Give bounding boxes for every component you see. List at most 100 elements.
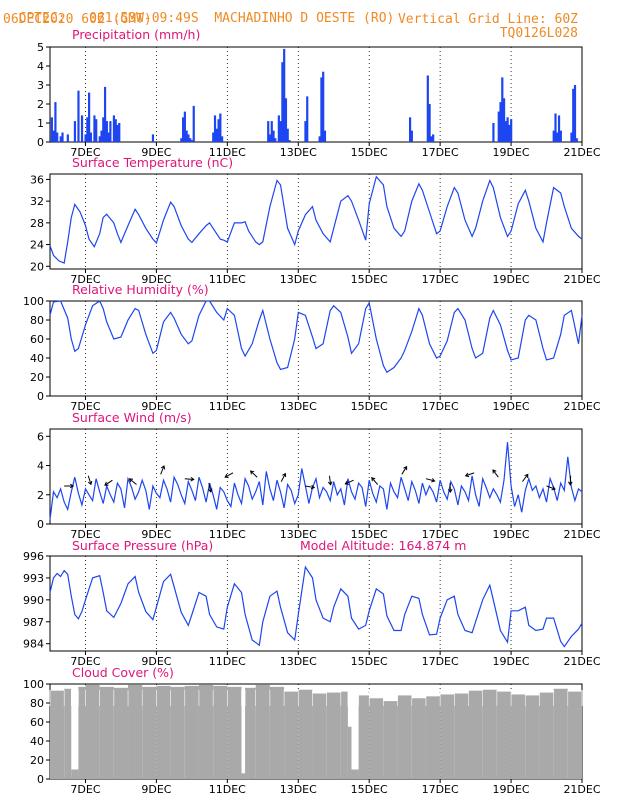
series-line — [49, 565, 583, 648]
cloud-bar — [347, 726, 352, 779]
x-tick-label: 11DEC — [209, 528, 246, 541]
cloud-bar — [85, 684, 100, 779]
wind-arrow — [250, 470, 258, 478]
precip-bar — [219, 113, 222, 142]
x-tick-label: 21DEC — [563, 273, 600, 286]
precip-bar — [286, 128, 289, 142]
wind-arrow-head — [403, 465, 408, 471]
cloud-bar — [511, 694, 526, 779]
precip-bar — [318, 136, 321, 142]
init-time: 06DEC2020 60Z (GMT) — [3, 12, 152, 27]
y-tick-label: 1 — [37, 117, 44, 130]
x-tick-label: 21DEC — [563, 655, 600, 668]
precip-bar — [112, 115, 116, 142]
precip-bar — [86, 117, 89, 142]
precip-bar — [56, 132, 59, 142]
wind-arrow-head — [207, 488, 213, 493]
x-tick-label: 17DEC — [422, 655, 459, 668]
y-tick-label: 984 — [23, 638, 44, 651]
precip-bar — [277, 115, 280, 142]
wind-arrow-head — [464, 472, 470, 478]
source-label: CPTEC: — [18, 11, 66, 26]
cloud-bar — [312, 693, 327, 779]
cloud-bar — [298, 689, 313, 779]
x-tick-label: 7DEC — [70, 655, 100, 668]
wind-arrow — [328, 475, 332, 485]
precip-bar — [59, 136, 62, 142]
precip-bar — [322, 71, 325, 142]
wind-arrow-head — [104, 481, 109, 486]
x-tick-label: 17DEC — [422, 273, 459, 286]
precip-bar — [272, 130, 275, 142]
cloud-title: Cloud Cover (%) — [72, 665, 174, 680]
precip-bar — [190, 140, 194, 142]
cloud-bar — [269, 686, 285, 779]
wind-arrow-head — [87, 480, 93, 486]
y-tick-label: 0 — [37, 390, 44, 403]
cloud-bar — [245, 687, 256, 779]
x-tick-label: 19DEC — [493, 146, 530, 159]
precip-bar — [189, 138, 192, 142]
cloud-bar — [468, 690, 483, 779]
x-tick-label: 13DEC — [280, 273, 317, 286]
wind-arrow — [401, 466, 408, 475]
wind-arrow — [87, 475, 92, 485]
precip-bar — [432, 134, 435, 142]
precip-bar — [77, 90, 80, 142]
cloud-bar — [340, 691, 348, 779]
precip-bar — [288, 140, 291, 142]
series-line — [49, 442, 583, 520]
x-tick-label: 7DEC — [70, 783, 100, 796]
y-tick-label: 40 — [30, 352, 44, 365]
wind-arrow — [280, 473, 286, 482]
cloud-bar — [128, 684, 143, 779]
x-tick-label: 7DEC — [70, 273, 100, 286]
panel-1: 20 24 28 32 36 7DEC 9DEC 11DEC 13DEC 15DEC 17DEC 19… — [30, 173, 601, 286]
precip-bar — [109, 121, 112, 142]
panel-frame — [49, 46, 583, 143]
precip-bar — [102, 117, 105, 142]
precip-bar — [320, 77, 323, 142]
precip-bar — [408, 117, 412, 142]
x-tick-label: 11DEC — [209, 273, 246, 286]
x-tick-label: 19DEC — [493, 400, 530, 413]
precip-bar — [559, 130, 562, 142]
x-tick-label: 11DEC — [209, 655, 246, 668]
x-tick-label: 9DEC — [141, 783, 171, 796]
y-tick-label: 100 — [23, 678, 44, 691]
x-tick-label: 13DEC — [280, 655, 317, 668]
precip-bar — [268, 134, 272, 142]
cloud-bar — [553, 688, 568, 779]
cloud-bar — [284, 691, 299, 779]
wind-arrow-head — [447, 488, 453, 494]
cloud-bar — [454, 693, 469, 779]
precip-bar — [570, 132, 573, 142]
cloud-bar — [184, 685, 199, 779]
y-tick-label: 60 — [30, 333, 44, 346]
panel-frame — [49, 555, 583, 652]
grid-note: Vertical Grid Line: 60Z — [397, 12, 578, 27]
wind-arrow — [129, 478, 137, 485]
x-tick-label: 19DEC — [493, 783, 530, 796]
cloud-bar — [482, 689, 497, 779]
precip-bar — [554, 113, 557, 142]
panel-2: 0 20 40 60 80 100 7DEC 9DEC 11DEC 13DEC 15DEC 17DEC… — [23, 295, 601, 413]
cloud-bar — [142, 686, 157, 779]
x-tick-label: 11DEC — [209, 783, 246, 796]
y-tick-label: 60 — [30, 716, 44, 729]
x-tick-label: 11DEC — [209, 146, 246, 159]
wind-arrow — [345, 479, 354, 485]
precip-bar — [221, 136, 224, 142]
precip-bar — [492, 123, 495, 142]
x-tick-label: 7DEC — [70, 528, 100, 541]
precip-bar — [73, 121, 77, 142]
x-tick-label: 9DEC — [141, 146, 171, 159]
precip-bar — [430, 136, 433, 142]
x-tick-label: 7DEC — [70, 400, 100, 413]
precip-bar — [306, 96, 309, 142]
x-tick-label: 13DEC — [280, 146, 317, 159]
precip-bar — [118, 123, 121, 142]
cloud-bar — [525, 695, 540, 779]
precip-bar — [426, 75, 429, 142]
wind-arrow-head — [344, 480, 349, 485]
